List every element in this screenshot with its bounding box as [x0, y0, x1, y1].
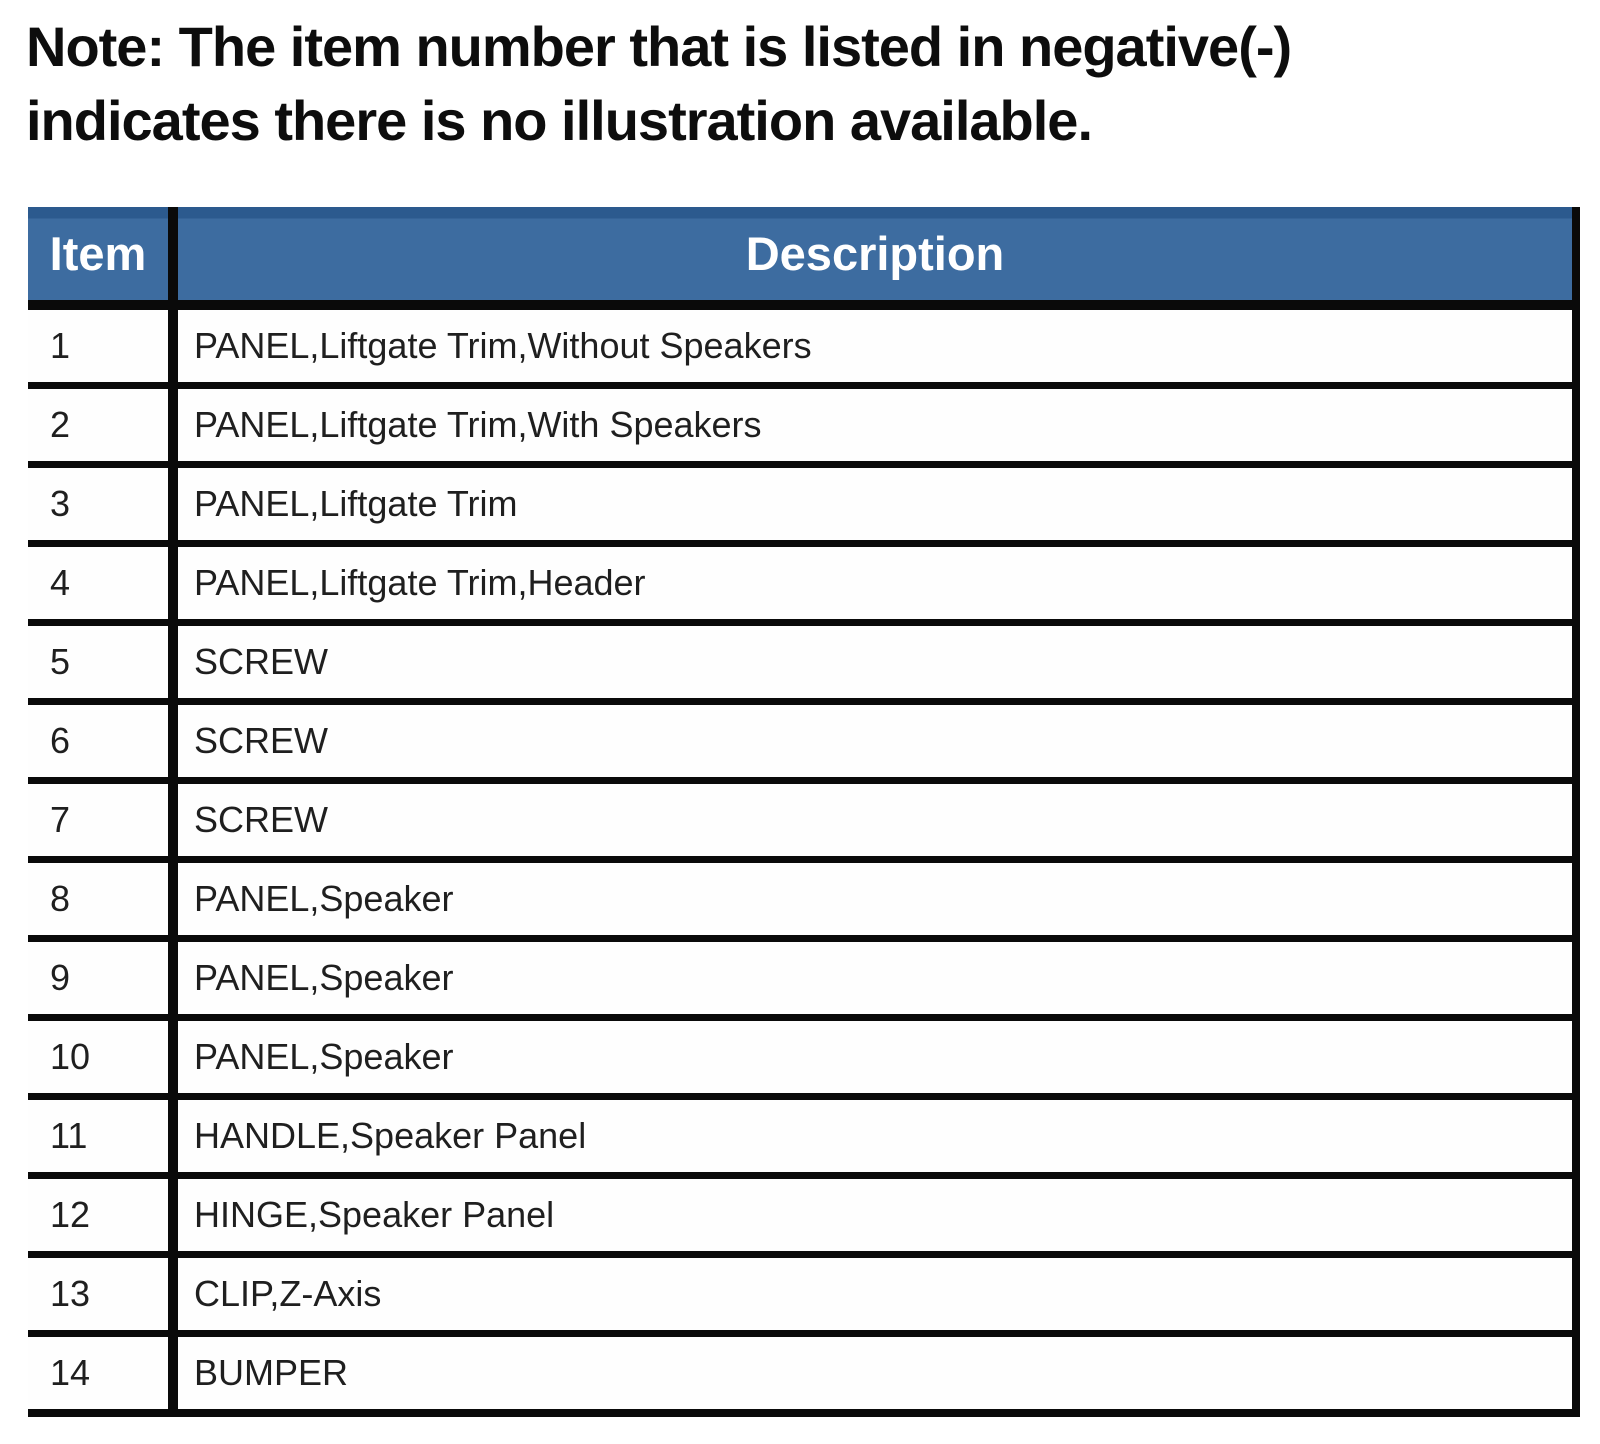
- table-row: 3 PANEL,Liftgate Trim: [28, 464, 1580, 547]
- table-row: 6 SCREW: [28, 701, 1580, 784]
- description-cell: PANEL,Liftgate Trim,With Speakers: [173, 385, 1580, 468]
- description-cell: PANEL,Speaker: [173, 938, 1580, 1021]
- item-cell: 8: [28, 859, 178, 942]
- item-cell: 12: [28, 1175, 178, 1258]
- table-body: 1 PANEL,Liftgate Trim,Without Speakers 2…: [28, 305, 1580, 1417]
- note-line-2: indicates there is no illustration avail…: [26, 89, 1093, 152]
- description-cell: HANDLE,Speaker Panel: [173, 1096, 1580, 1179]
- table-row: 2 PANEL,Liftgate Trim,With Speakers: [28, 385, 1580, 468]
- item-cell: 9: [28, 938, 178, 1021]
- note-heading: Note: The item number that is listed in …: [26, 10, 1582, 158]
- item-cell: 13: [28, 1254, 178, 1337]
- description-cell: BUMPER: [173, 1333, 1580, 1417]
- description-column-header: Description: [173, 207, 1580, 310]
- item-cell: 2: [28, 385, 178, 468]
- table-row: 1 PANEL,Liftgate Trim,Without Speakers: [28, 305, 1580, 389]
- item-cell: 14: [28, 1333, 178, 1417]
- item-column-header: Item: [28, 207, 178, 310]
- item-cell: 4: [28, 543, 178, 626]
- description-cell: SCREW: [173, 780, 1580, 863]
- table-row: 10 PANEL,Speaker: [28, 1017, 1580, 1100]
- table-row: 9 PANEL,Speaker: [28, 938, 1580, 1021]
- table-row: 13 CLIP,Z-Axis: [28, 1254, 1580, 1337]
- item-cell: 11: [28, 1096, 178, 1179]
- header-row: Item Description: [28, 207, 1580, 310]
- description-cell: HINGE,Speaker Panel: [173, 1175, 1580, 1258]
- description-cell: CLIP,Z-Axis: [173, 1254, 1580, 1337]
- table-row: 4 PANEL,Liftgate Trim,Header: [28, 543, 1580, 626]
- description-cell: PANEL,Liftgate Trim: [173, 464, 1580, 547]
- note-line-1: Note: The item number that is listed in …: [26, 15, 1292, 78]
- table-row: 8 PANEL,Speaker: [28, 859, 1580, 942]
- table-row: 12 HINGE,Speaker Panel: [28, 1175, 1580, 1258]
- item-cell: 1: [28, 305, 178, 389]
- description-cell: SCREW: [173, 622, 1580, 705]
- item-cell: 5: [28, 622, 178, 705]
- item-cell: 10: [28, 1017, 178, 1100]
- description-cell: PANEL,Liftgate Trim,Header: [173, 543, 1580, 626]
- table-row: 14 BUMPER: [28, 1333, 1580, 1417]
- table-row: 7 SCREW: [28, 780, 1580, 863]
- item-cell: 6: [28, 701, 178, 784]
- parts-table-header: Item Description: [28, 207, 1580, 310]
- description-cell: PANEL,Speaker: [173, 1017, 1580, 1100]
- item-cell: 7: [28, 780, 178, 863]
- table-row: 11 HANDLE,Speaker Panel: [28, 1096, 1580, 1179]
- table-row: 5 SCREW: [28, 622, 1580, 705]
- description-cell: PANEL,Liftgate Trim,Without Speakers: [173, 305, 1580, 389]
- parts-table: Item Description 1 PANEL,Liftgate Trim,W…: [28, 207, 1580, 1417]
- description-cell: PANEL,Speaker: [173, 859, 1580, 942]
- item-cell: 3: [28, 464, 178, 547]
- description-cell: SCREW: [173, 701, 1580, 784]
